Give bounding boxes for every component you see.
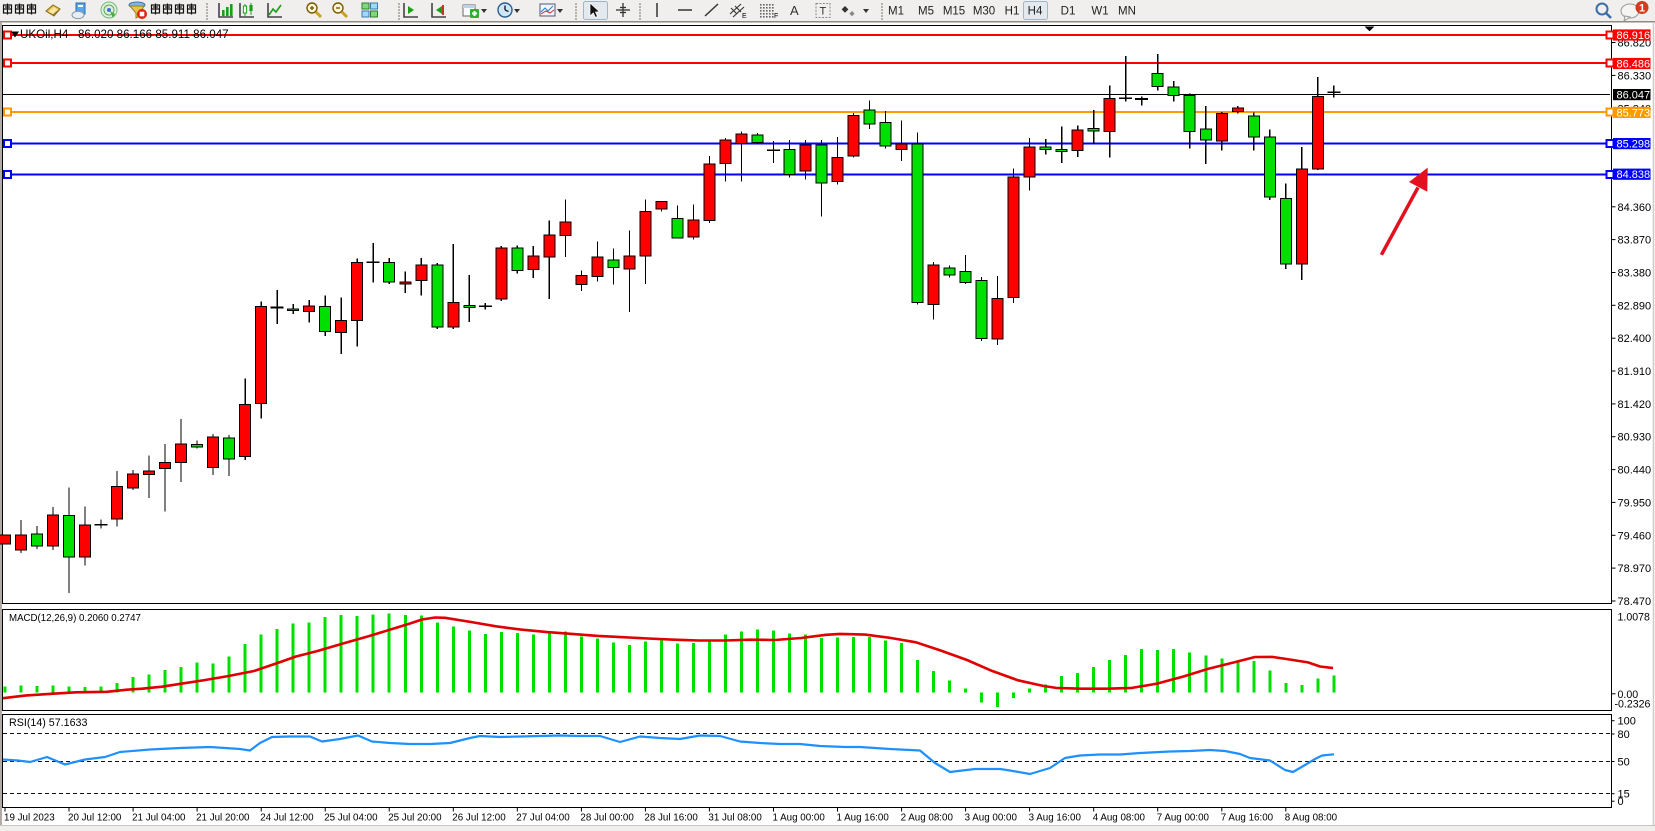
svg-text:8 Aug 08:00: 8 Aug 08:00: [1285, 813, 1338, 824]
svg-text:3 Aug 16:00: 3 Aug 16:00: [1029, 813, 1082, 824]
svg-text:4 Aug 08:00: 4 Aug 08:00: [1093, 813, 1146, 824]
svg-text:27 Jul 04:00: 27 Jul 04:00: [516, 813, 570, 824]
svg-text:D1: D1: [1061, 6, 1076, 18]
svg-text:86.916: 86.916: [1617, 30, 1651, 42]
svg-text:80: 80: [1618, 729, 1630, 741]
svg-text:7 Aug 00:00: 7 Aug 00:00: [1157, 813, 1210, 824]
svg-text:1 Aug 16:00: 1 Aug 16:00: [837, 813, 890, 824]
svg-text:T: T: [820, 6, 827, 18]
svg-text:28 Jul 00:00: 28 Jul 00:00: [580, 813, 634, 824]
svg-text:31 Jul 08:00: 31 Jul 08:00: [708, 813, 762, 824]
svg-text:1.0078: 1.0078: [1618, 611, 1651, 623]
svg-text:A: A: [790, 3, 799, 18]
svg-text:50: 50: [1618, 757, 1630, 769]
svg-text:78.970: 78.970: [1618, 563, 1652, 575]
svg-text:21 Jul 20:00: 21 Jul 20:00: [196, 813, 250, 824]
svg-text:78.470: 78.470: [1618, 596, 1652, 608]
svg-text:84.838: 84.838: [1617, 169, 1651, 181]
svg-text:W1: W1: [1091, 6, 1108, 18]
svg-text:0: 0: [1618, 796, 1624, 808]
svg-text:M1: M1: [888, 6, 904, 18]
svg-text:0.00: 0.00: [1618, 689, 1639, 701]
svg-text:M30: M30: [973, 6, 995, 18]
svg-text:3 Aug 00:00: 3 Aug 00:00: [965, 813, 1018, 824]
svg-text:79.950: 79.950: [1618, 497, 1652, 509]
svg-text:MN: MN: [1118, 6, 1136, 18]
svg-text:25 Jul 20:00: 25 Jul 20:00: [388, 813, 442, 824]
svg-text:UKOil,H4 86.020 86.166 85.91: UKOil,H4 86.020 86.166 85.911 86.047: [20, 28, 229, 41]
svg-text:86.047: 86.047: [1617, 90, 1651, 102]
svg-text:86.330: 86.330: [1618, 70, 1652, 82]
svg-text:26 Jul 12:00: 26 Jul 12:00: [452, 813, 506, 824]
svg-text:85.773: 85.773: [1617, 107, 1651, 119]
svg-text:M5: M5: [918, 6, 934, 18]
svg-text:80.930: 80.930: [1618, 432, 1652, 444]
svg-text:84.360: 84.360: [1618, 202, 1652, 214]
svg-text:82.400: 82.400: [1618, 333, 1652, 345]
svg-text:RSI(14) 57.1633: RSI(14) 57.1633: [9, 717, 87, 729]
svg-text:7 Aug 16:00: 7 Aug 16:00: [1221, 813, 1274, 824]
svg-text:79.460: 79.460: [1618, 530, 1652, 542]
svg-text:21 Jul 04:00: 21 Jul 04:00: [132, 813, 186, 824]
svg-text:81.910: 81.910: [1618, 366, 1652, 378]
svg-text:1: 1: [1639, 3, 1645, 15]
svg-text:83.870: 83.870: [1618, 235, 1652, 247]
svg-text:20 Jul 12:00: 20 Jul 12:00: [68, 813, 122, 824]
svg-text:83.380: 83.380: [1618, 268, 1652, 280]
svg-text:H4: H4: [1028, 6, 1043, 18]
svg-text:85.298: 85.298: [1617, 139, 1651, 151]
svg-text:80.440: 80.440: [1618, 465, 1652, 477]
svg-text:25 Jul 04:00: 25 Jul 04:00: [324, 813, 378, 824]
svg-text:H1: H1: [1005, 6, 1020, 18]
svg-text:-0.2326: -0.2326: [1615, 699, 1651, 711]
svg-text:81.420: 81.420: [1618, 399, 1652, 411]
svg-text:MACD(12,26,9) 0.2060 0.2747: MACD(12,26,9) 0.2060 0.2747: [9, 613, 141, 624]
svg-text:82.890: 82.890: [1618, 300, 1652, 312]
svg-text:100: 100: [1618, 716, 1636, 728]
svg-text:15: 15: [1618, 789, 1630, 801]
svg-text:F: F: [774, 13, 778, 20]
svg-text:1 Aug 00:00: 1 Aug 00:00: [773, 813, 826, 824]
svg-text:E: E: [742, 13, 747, 20]
svg-text:86.486: 86.486: [1617, 59, 1651, 71]
svg-text:2 Aug 08:00: 2 Aug 08:00: [901, 813, 954, 824]
svg-text:24 Jul 12:00: 24 Jul 12:00: [260, 813, 314, 824]
svg-text:M15: M15: [943, 6, 965, 18]
svg-text:28 Jul 16:00: 28 Jul 16:00: [644, 813, 698, 824]
svg-text:19 Jul 2023: 19 Jul 2023: [4, 813, 55, 824]
